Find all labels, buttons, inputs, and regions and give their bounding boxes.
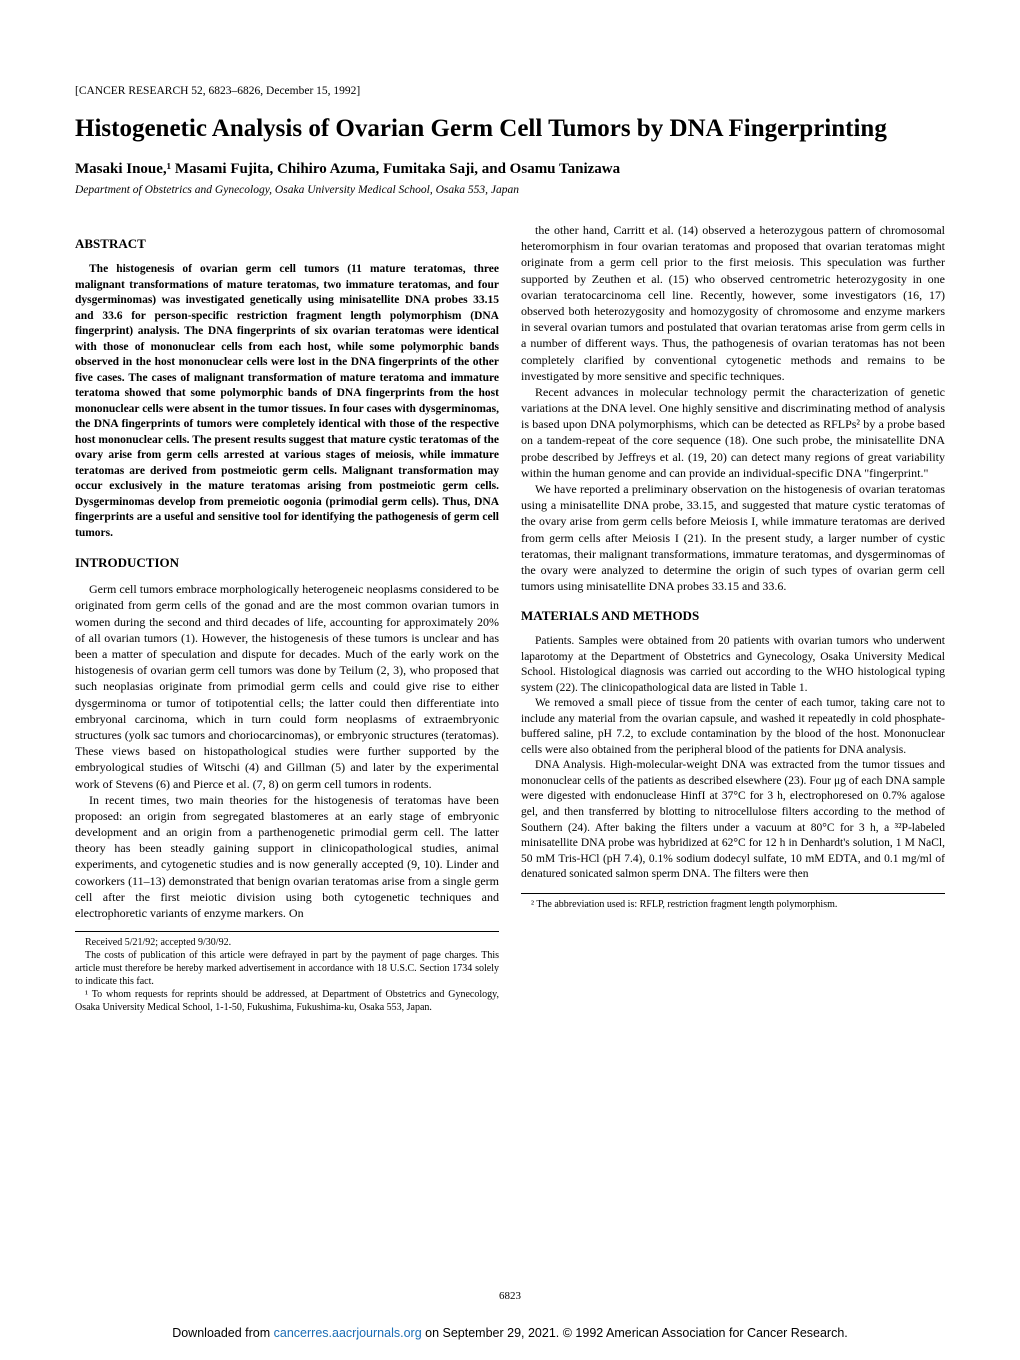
download-prefix: Downloaded from [172,1326,273,1340]
footnote-received: Received 5/21/92; accepted 9/30/92. [75,936,499,949]
right-column: the other hand, Carritt et al. (14) obse… [521,222,945,1014]
affiliation: Department of Obstetrics and Gynecology,… [75,184,945,196]
download-notice: Downloaded from cancerres.aacrjournals.o… [51,1326,969,1340]
left-footnotes: Received 5/21/92; accepted 9/30/92. The … [75,931,499,1014]
left-column: ABSTRACT The histogenesis of ovarian ger… [75,222,499,1014]
col2-paragraph-2: Recent advances in molecular technology … [521,384,945,481]
intro-paragraph-2: In recent times, two main theories for t… [75,792,499,922]
two-column-layout: ABSTRACT The histogenesis of ovarian ger… [75,222,945,1014]
footnote-costs: The costs of publication of this article… [75,949,499,988]
introduction-heading: INTRODUCTION [75,555,499,571]
intro-paragraph-1: Germ cell tumors embrace morphologically… [75,581,499,791]
download-suffix: on September 29, 2021. © 1992 American A… [422,1326,848,1340]
methods-paragraph-3: DNA Analysis. High-molecular-weight DNA … [521,758,945,882]
right-footnote: ² The abbreviation used is: RFLP, restri… [521,893,945,911]
abstract-paragraph: The histogenesis of ovarian germ cell tu… [75,262,499,541]
page-number: 6823 [499,1290,521,1302]
footnote-corresponding: ¹ To whom requests for reprints should b… [75,988,499,1014]
methods-paragraph-2: We removed a small piece of tissue from … [521,696,945,758]
methods-paragraph-1: Patients. Samples were obtained from 20 … [521,634,945,696]
article-title: Histogenetic Analysis of Ovarian Germ Ce… [75,115,945,143]
col2-paragraph-1: the other hand, Carritt et al. (14) obse… [521,222,945,384]
methods-heading: MATERIALS AND METHODS [521,608,945,624]
col2-paragraph-3: We have reported a preliminary observati… [521,481,945,594]
journal-reference: [CANCER RESEARCH 52, 6823–6826, December… [75,85,945,97]
authors-list: Masaki Inoue,¹ Masami Fujita, Chihiro Az… [75,161,945,178]
download-link[interactable]: cancerres.aacrjournals.org [274,1326,422,1340]
abstract-heading: ABSTRACT [75,236,499,252]
